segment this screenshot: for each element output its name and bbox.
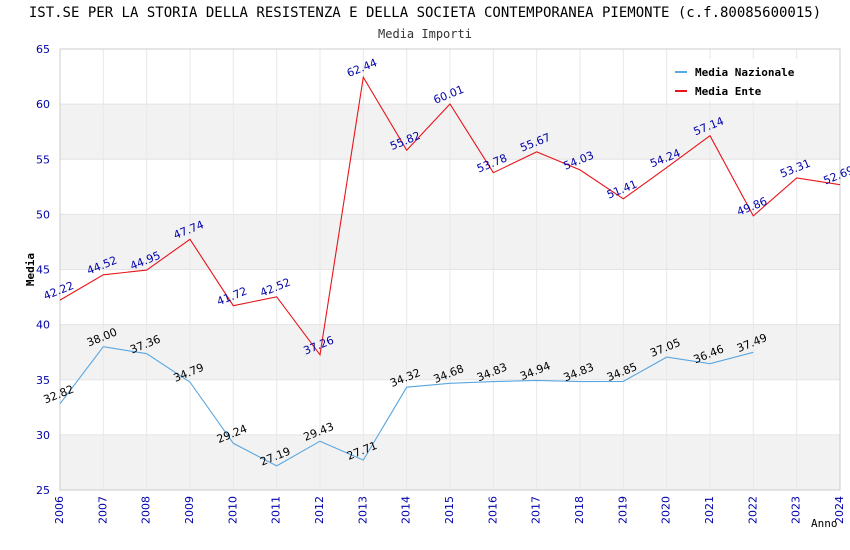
data-label-ente: 42.22 (42, 279, 76, 303)
x-tick-label: 2007 (96, 496, 109, 524)
x-axis-title: Anno (811, 517, 838, 530)
y-tick-label: 25 (36, 484, 50, 497)
y-tick-label: 60 (36, 98, 50, 111)
x-tick-label: 2015 (443, 496, 456, 524)
y-tick-label: 50 (36, 208, 50, 221)
x-tick-label: 2021 (703, 496, 716, 524)
x-tick-label: 2024 (833, 496, 846, 524)
x-tick-label: 2017 (530, 496, 543, 524)
x-tick-label: 2016 (486, 496, 499, 524)
plot-frame (59, 48, 841, 491)
chart-subtitle: Media Importi (378, 27, 472, 41)
data-label-ente: 42.52 (258, 276, 292, 300)
legend-label-nazionale: Media Nazionale (695, 66, 795, 79)
x-tick-label: 2018 (573, 496, 586, 524)
x-tick-label: 2012 (313, 496, 326, 524)
x-tick-label: 2019 (616, 496, 629, 524)
y-tick-label: 45 (36, 264, 50, 277)
legend-label-ente: Media Ente (695, 85, 762, 98)
x-tick-label: 2008 (140, 496, 153, 524)
x-tick-label: 2009 (183, 496, 196, 524)
y-tick-label: 30 (36, 429, 50, 442)
x-tick-label: 2006 (53, 496, 66, 524)
data-label-ente: 60.01 (432, 83, 466, 107)
series-line-nazionale (59, 346, 754, 467)
y-axis-title: Media (24, 253, 37, 286)
y-tick-label: 35 (36, 374, 50, 387)
x-tick-label: 2022 (746, 496, 759, 524)
legend-box (669, 59, 810, 101)
x-tick-label: 2023 (790, 496, 803, 524)
y-tick-label: 40 (36, 319, 50, 332)
x-tick-label: 2011 (270, 496, 283, 524)
series-line-ente (59, 75, 841, 357)
y-tick-label: 65 (36, 43, 50, 56)
x-tick-label: 2013 (356, 496, 369, 524)
y-tick-label: 55 (36, 153, 50, 166)
chart-title: IST.SE PER LA STORIA DELLA RESISTENZA E … (28, 5, 822, 21)
data-label-ente: 53.31 (778, 157, 812, 181)
x-tick-label: 2014 (400, 496, 413, 524)
data-label-ente: 41.72 (215, 284, 249, 308)
data-label-ente: 62.44 (345, 56, 379, 80)
x-tick-label: 2010 (226, 496, 239, 524)
x-tick-label: 2020 (660, 496, 673, 524)
